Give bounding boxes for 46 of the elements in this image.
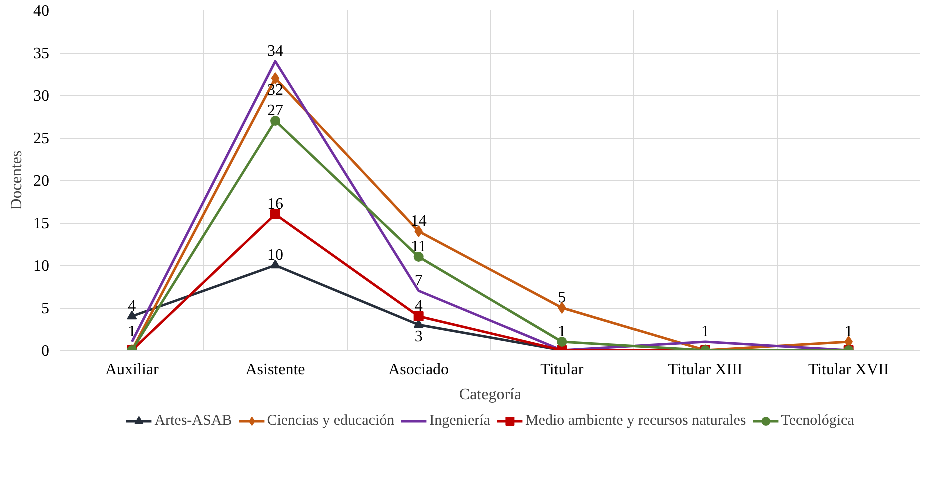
legend-label: Artes-ASAB (154, 412, 232, 430)
point (558, 302, 566, 314)
data-label: 14 (410, 212, 427, 230)
data-label: 1 (844, 323, 853, 340)
x-tick-label: Asociado (388, 362, 450, 378)
point (557, 337, 568, 347)
x-axis-title: Categoría (459, 386, 522, 404)
x-tick-label: Titular (540, 362, 584, 378)
y-tick-label: 5 (42, 300, 50, 318)
legend-label: Ingeniería (430, 412, 490, 430)
y-tick-label: 10 (34, 258, 50, 275)
data-label: 4 (128, 298, 136, 315)
x-tick-label: Auxiliar (106, 362, 160, 378)
y-tick-label: 30 (34, 88, 50, 105)
y-tick-label: 40 (34, 3, 50, 20)
data-label: 10 (268, 246, 284, 264)
y-axis-title: Docentes (8, 150, 26, 210)
y-tick-label: 35 (34, 46, 50, 62)
point (271, 72, 280, 84)
data-label: 11 (411, 238, 427, 256)
data-label: 7 (414, 272, 423, 290)
data-label: 27 (268, 102, 284, 120)
data-label: 4 (414, 298, 423, 315)
data-label: 16 (268, 196, 284, 213)
y-tick-label: 25 (34, 130, 50, 148)
point (414, 312, 424, 322)
data-label: 1 (558, 323, 566, 340)
data-label: 1 (128, 323, 136, 340)
data-label: 1 (702, 323, 710, 340)
x-tick-label: Titular XIII (668, 362, 743, 378)
point (127, 310, 138, 320)
point (414, 226, 423, 238)
x-tick-label: Asistente (246, 362, 306, 378)
y-tick-label: 15 (34, 216, 50, 232)
legend-label: Ciencias y educación (267, 412, 395, 430)
point (414, 252, 424, 262)
legend-label: Tecnológica (781, 412, 854, 430)
legend-label: Medio ambiente y recursos naturales (525, 412, 746, 430)
data-label: 5 (558, 289, 566, 306)
point (270, 116, 280, 126)
y-tick-label: 0 (42, 343, 50, 360)
data-label: 34 (268, 42, 284, 60)
point (270, 210, 280, 220)
y-tick-label: 20 (34, 173, 50, 190)
data-label: 3 (414, 328, 423, 346)
x-tick-label: Titular XVII (808, 362, 890, 378)
